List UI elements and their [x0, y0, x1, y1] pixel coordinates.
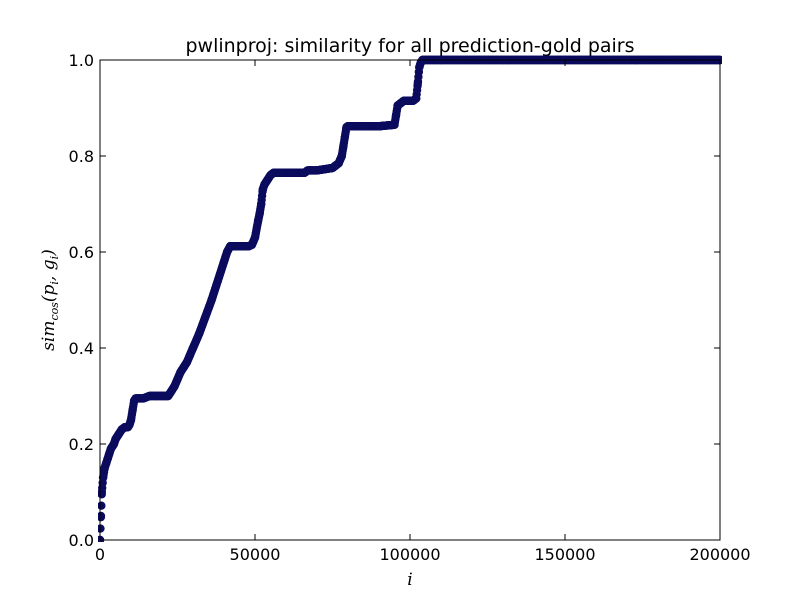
data-point: [98, 501, 106, 510]
data-point: [257, 199, 266, 209]
data-point: [188, 343, 198, 353]
y-axis: 0.0 0.2 0.4 0.6 0.8 1.0: [69, 51, 720, 550]
data-point: [339, 142, 348, 151]
svg-text:simcos(pi, gi): simcos(pi, gi): [39, 249, 61, 351]
x-tick-label: 100000: [379, 545, 440, 564]
x-tick-label: 0: [95, 545, 105, 564]
data-point: [399, 96, 408, 106]
y-tick-label: 0.8: [69, 147, 94, 166]
data-point: [173, 375, 182, 384]
data-point: [133, 394, 142, 403]
data-point: [128, 406, 137, 415]
x-axis: 0 50000 100000 150000 200000: [95, 60, 751, 564]
data-point: [253, 216, 263, 225]
data-point: [269, 168, 278, 177]
chart-title: pwlinproj: similarity for all prediction…: [185, 35, 634, 57]
data-point: [250, 233, 260, 242]
y-tick-label: 0.4: [69, 339, 94, 358]
data-point: [195, 329, 204, 338]
data-point: [226, 242, 235, 251]
data-point: [145, 391, 154, 401]
data-point: [312, 166, 322, 175]
data-point: [247, 240, 257, 249]
data-point: [213, 276, 222, 285]
data-point: [306, 166, 315, 175]
y-axis-label: simcos(pi, gi): [39, 249, 61, 351]
data-point: [170, 382, 179, 391]
x-axis-label: i: [407, 570, 412, 590]
data-point: [343, 122, 353, 131]
data-point: [207, 295, 216, 305]
data-point: [390, 120, 399, 129]
x-tick-label: 50000: [230, 545, 281, 564]
data-point: [337, 151, 346, 161]
plot-area: [100, 60, 720, 540]
x-tick-label: 150000: [534, 545, 595, 564]
y-tick-label: 0.2: [69, 435, 94, 454]
data-point: [255, 209, 264, 218]
data-point: [334, 159, 343, 168]
data-point: [374, 122, 384, 131]
data-point: [275, 168, 284, 177]
plot-background: [100, 60, 720, 540]
data-point: [201, 312, 210, 321]
data-point: [340, 132, 350, 141]
y-tick-label: 1.0: [69, 51, 94, 70]
data-point: [359, 122, 368, 131]
data-point: [98, 487, 107, 497]
y-tick-label: 0.0: [69, 531, 94, 550]
data-point: [219, 257, 229, 266]
data-point: [98, 473, 108, 482]
data-point: [185, 351, 195, 360]
data-point: [157, 391, 167, 401]
y-tick-label: 0.6: [69, 243, 94, 262]
data-point: [235, 242, 244, 251]
x-tick-label: 200000: [689, 545, 750, 564]
data-point: [391, 111, 401, 120]
data-point: [413, 79, 422, 89]
data-point: [288, 168, 297, 177]
data-point: [412, 94, 421, 103]
data-point: [182, 358, 191, 367]
data-point: [126, 415, 136, 425]
data-point: [151, 391, 160, 401]
